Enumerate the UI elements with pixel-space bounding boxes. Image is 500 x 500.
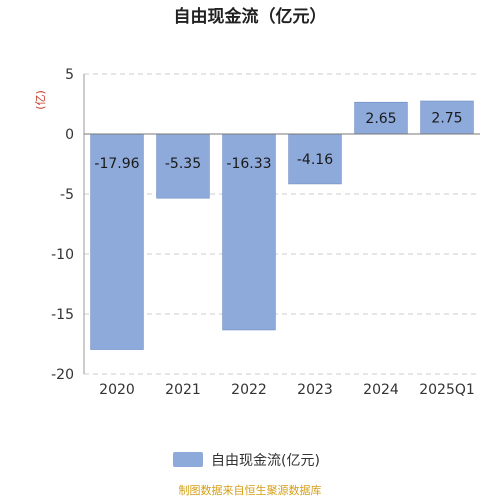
data-label: -4.16 xyxy=(297,152,333,168)
data-labels: -17.96 -5.35 -16.33 -4.16 2.65 2.75 xyxy=(94,111,462,173)
bar-2023 xyxy=(288,133,342,185)
y-tick-label: 0 xyxy=(65,127,74,143)
x-tick-label: 2025Q1 xyxy=(419,382,475,398)
x-tick-label: 2020 xyxy=(99,382,135,398)
x-tick-label: 2021 xyxy=(165,382,201,398)
bar-2020 xyxy=(90,133,144,350)
y-axis-unit-label: (亿) xyxy=(34,90,47,110)
legend-label: 自由现金流(亿元) xyxy=(211,453,320,469)
bar-2022 xyxy=(222,133,276,331)
source-note: 制图数据来自恒生聚源数据库 xyxy=(179,483,322,497)
data-label: 2.75 xyxy=(431,111,462,127)
data-label: -17.96 xyxy=(94,156,139,172)
y-tick-label: -10 xyxy=(51,247,74,263)
y-tick-label: 5 xyxy=(65,67,74,83)
chart-title: 自由现金流（亿元） xyxy=(174,6,327,27)
data-label: -16.33 xyxy=(226,156,271,172)
y-tick-label: -5 xyxy=(60,187,74,203)
x-tick-label: 2022 xyxy=(231,382,267,398)
y-tick-label: -20 xyxy=(51,367,74,383)
legend-swatch xyxy=(173,452,203,467)
x-axis-ticks: 2020 2021 2022 2023 2024 2025Q1 xyxy=(99,382,475,398)
x-tick-label: 2023 xyxy=(297,382,333,398)
gridlines xyxy=(84,73,480,375)
x-tick-label: 2024 xyxy=(363,382,399,398)
data-label: -5.35 xyxy=(165,156,201,172)
bars xyxy=(90,100,474,350)
data-label: 2.65 xyxy=(365,111,396,127)
y-axis-ticks: 5 0 -5 -10 -15 -20 xyxy=(51,67,74,383)
y-tick-label: -15 xyxy=(51,307,74,323)
legend: 自由现金流(亿元) xyxy=(173,452,320,469)
bar-2024 xyxy=(354,101,408,135)
